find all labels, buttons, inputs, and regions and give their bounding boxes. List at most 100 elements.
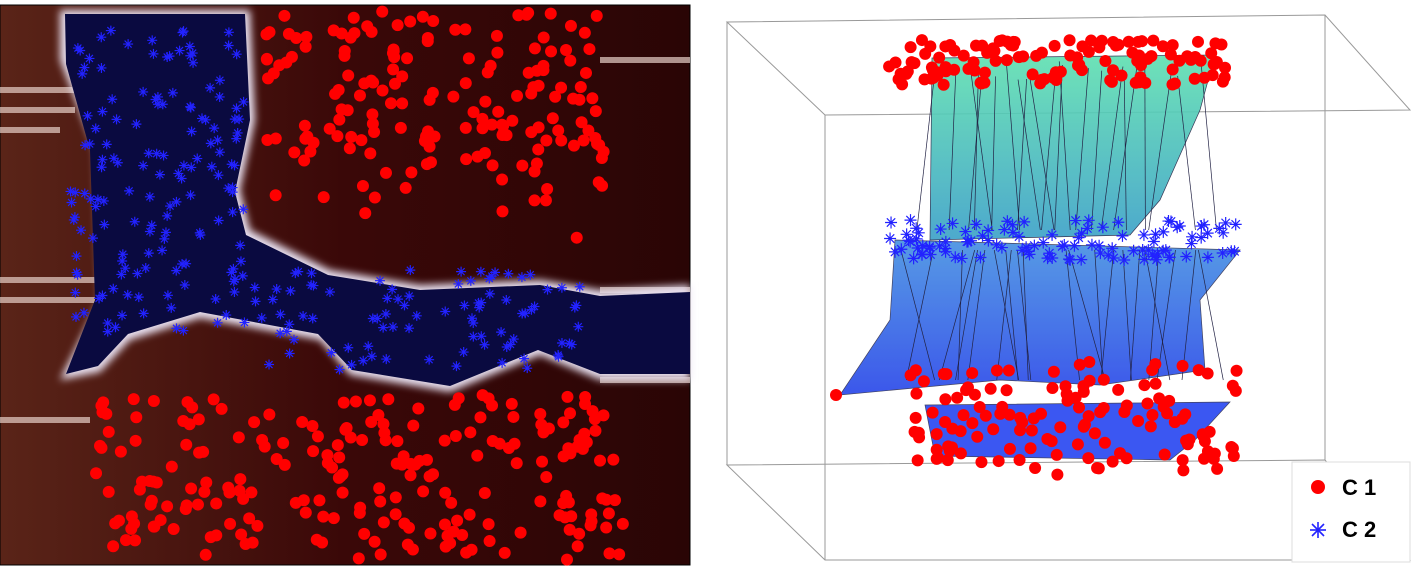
point xyxy=(186,162,197,173)
point xyxy=(280,56,293,69)
point xyxy=(1146,409,1159,422)
point xyxy=(178,26,189,37)
point xyxy=(389,508,402,521)
point xyxy=(439,540,452,553)
point xyxy=(152,91,163,102)
point xyxy=(954,447,967,460)
point xyxy=(251,519,264,532)
point xyxy=(167,522,180,535)
point xyxy=(397,450,410,463)
point xyxy=(1028,239,1041,252)
point xyxy=(313,494,326,507)
point xyxy=(456,528,469,541)
point xyxy=(1156,40,1169,53)
point xyxy=(1037,236,1050,249)
point xyxy=(377,516,390,529)
point xyxy=(1068,239,1081,252)
point xyxy=(566,339,577,350)
point xyxy=(158,150,169,161)
facet-line xyxy=(1075,68,1089,231)
point xyxy=(79,62,90,73)
point xyxy=(498,546,511,559)
point xyxy=(553,350,564,361)
point xyxy=(485,118,498,131)
point xyxy=(505,339,516,350)
point xyxy=(453,278,464,289)
point xyxy=(553,509,566,522)
point xyxy=(1146,364,1159,377)
point xyxy=(476,122,489,135)
point xyxy=(1013,230,1026,243)
point xyxy=(376,84,389,97)
point xyxy=(476,331,487,342)
facet-line xyxy=(1148,249,1160,381)
point xyxy=(1046,381,1059,394)
point xyxy=(177,258,188,269)
point xyxy=(1180,250,1193,263)
point xyxy=(396,70,409,83)
point xyxy=(1030,49,1043,62)
point xyxy=(349,395,362,408)
point xyxy=(116,269,127,280)
point xyxy=(205,138,216,149)
point xyxy=(1063,253,1076,266)
point xyxy=(498,128,511,141)
point xyxy=(512,9,525,22)
point xyxy=(297,494,310,507)
point xyxy=(1088,427,1101,440)
point xyxy=(1035,407,1048,420)
point xyxy=(379,434,392,447)
facet-line xyxy=(1068,249,1106,381)
point xyxy=(1195,220,1208,233)
point xyxy=(1082,452,1095,465)
point xyxy=(1000,384,1013,397)
point xyxy=(496,327,507,338)
point xyxy=(416,10,429,23)
point xyxy=(402,521,415,534)
point xyxy=(440,306,451,317)
point xyxy=(235,240,246,251)
point xyxy=(573,321,584,332)
point xyxy=(989,54,1002,67)
point xyxy=(1014,424,1027,437)
point xyxy=(122,289,133,300)
facet-line xyxy=(1130,249,1141,381)
point xyxy=(374,548,387,561)
point xyxy=(466,313,477,324)
point xyxy=(1082,410,1095,423)
point xyxy=(579,66,592,79)
point xyxy=(212,135,223,146)
point xyxy=(951,391,964,404)
point xyxy=(226,159,237,170)
point xyxy=(1029,462,1042,475)
point xyxy=(602,507,615,520)
facet-line xyxy=(968,75,983,231)
point xyxy=(459,300,470,311)
point xyxy=(333,113,346,126)
point xyxy=(1198,218,1211,231)
point xyxy=(284,319,295,330)
point xyxy=(1229,218,1242,231)
point xyxy=(1195,231,1208,244)
point xyxy=(133,483,146,496)
point xyxy=(519,353,530,364)
point xyxy=(532,143,545,156)
point xyxy=(1007,226,1020,239)
point xyxy=(333,451,346,464)
point xyxy=(387,63,400,76)
facet-line xyxy=(993,249,1020,381)
point xyxy=(530,157,543,170)
point xyxy=(167,87,178,98)
point xyxy=(995,241,1008,254)
point xyxy=(340,421,353,434)
point xyxy=(462,52,475,65)
point xyxy=(1192,364,1205,377)
point xyxy=(84,53,95,64)
point xyxy=(173,168,184,179)
point xyxy=(323,122,336,135)
point xyxy=(966,367,979,380)
point xyxy=(97,396,110,409)
point xyxy=(132,268,143,279)
point xyxy=(164,51,175,62)
